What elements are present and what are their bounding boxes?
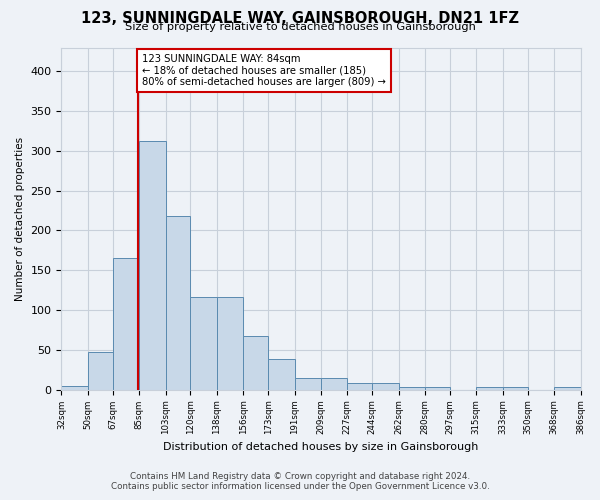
- Text: 123, SUNNINGDALE WAY, GAINSBOROUGH, DN21 1FZ: 123, SUNNINGDALE WAY, GAINSBOROUGH, DN21…: [81, 11, 519, 26]
- Bar: [88, 352, 113, 390]
- Bar: [243, 336, 268, 390]
- Bar: [295, 378, 321, 390]
- Bar: [554, 387, 581, 390]
- Bar: [268, 358, 295, 390]
- Bar: [398, 387, 425, 390]
- X-axis label: Distribution of detached houses by size in Gainsborough: Distribution of detached houses by size …: [163, 442, 479, 452]
- Text: Size of property relative to detached houses in Gainsborough: Size of property relative to detached ho…: [125, 22, 475, 32]
- Bar: [139, 142, 166, 390]
- Y-axis label: Number of detached properties: Number of detached properties: [15, 136, 25, 300]
- Bar: [113, 258, 139, 390]
- Bar: [425, 387, 450, 390]
- Bar: [217, 298, 243, 390]
- Text: 123 SUNNINGDALE WAY: 84sqm
← 18% of detached houses are smaller (185)
80% of sem: 123 SUNNINGDALE WAY: 84sqm ← 18% of deta…: [142, 54, 386, 87]
- Bar: [321, 378, 347, 390]
- Bar: [61, 386, 88, 390]
- Bar: [166, 216, 190, 390]
- Bar: [372, 383, 398, 390]
- Bar: [476, 387, 503, 390]
- Text: Contains HM Land Registry data © Crown copyright and database right 2024.
Contai: Contains HM Land Registry data © Crown c…: [110, 472, 490, 491]
- Bar: [503, 387, 528, 390]
- Bar: [190, 298, 217, 390]
- Bar: [347, 383, 372, 390]
